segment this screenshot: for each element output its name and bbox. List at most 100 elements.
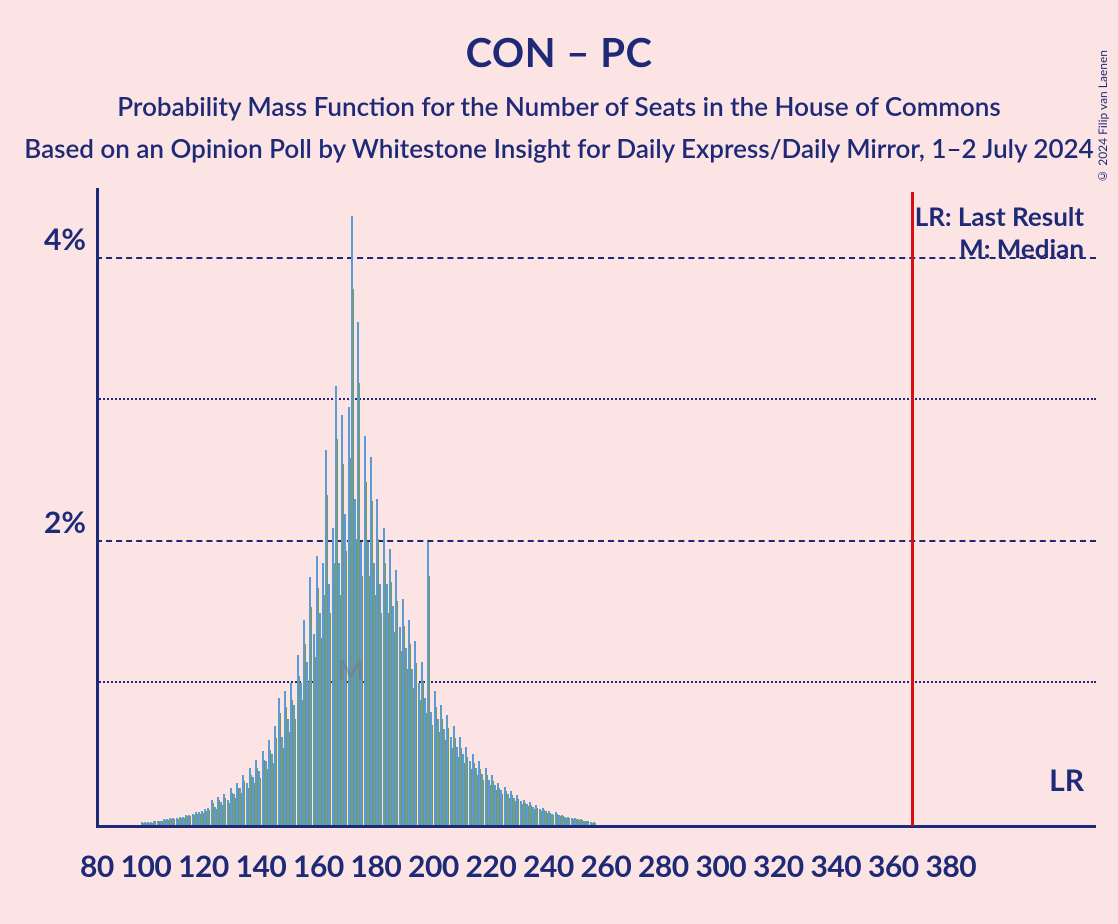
histogram-bar [242, 775, 244, 825]
histogram-bar [399, 627, 401, 825]
histogram-bar [373, 563, 375, 825]
last-result-line [911, 192, 914, 826]
legend-m: M: Median [959, 232, 1084, 264]
histogram-bar [535, 805, 537, 825]
histogram-bar [230, 788, 232, 825]
histogram-bar [290, 683, 292, 825]
histogram-bar [500, 790, 502, 825]
histogram-bar [469, 761, 471, 825]
histogram-bar [198, 812, 200, 825]
histogram-bar [513, 798, 515, 825]
histogram-bar [504, 787, 506, 825]
histogram-bar [437, 719, 439, 825]
histogram-bar [383, 528, 385, 825]
histogram-bar [590, 822, 592, 825]
histogram-bar [214, 807, 216, 825]
histogram-bar [542, 808, 544, 825]
histogram-bar [185, 815, 187, 825]
histogram-bar [395, 570, 397, 825]
histogram-bar [459, 737, 461, 825]
x-axis-labels: 80 100 120 140 160 180 200 220 240 260 2… [80, 848, 976, 884]
histogram-bar [510, 791, 512, 825]
histogram-bar [418, 683, 420, 825]
histogram-bar [150, 822, 152, 825]
histogram-bar [249, 768, 251, 825]
histogram-bar [529, 802, 531, 825]
histogram-bar [239, 788, 241, 825]
histogram-bar [179, 817, 181, 825]
histogram-bar [281, 737, 283, 825]
histogram-bar [491, 775, 493, 825]
chart-subtitle: Probability Mass Function for the Number… [0, 90, 1118, 122]
histogram-bar [475, 768, 477, 825]
histogram-bar [293, 705, 295, 825]
legend-lr: LR: Last Result [915, 200, 1084, 232]
histogram-bar [297, 655, 299, 825]
histogram-bar [494, 785, 496, 825]
histogram-bar [322, 563, 324, 825]
histogram-bar [328, 584, 330, 825]
histogram-bar [284, 691, 286, 825]
histogram-bar [201, 811, 203, 825]
y-axis [96, 188, 99, 828]
histogram-bar [580, 819, 582, 825]
histogram-bar [386, 584, 388, 825]
histogram-bar [303, 620, 305, 825]
histogram-bar [274, 726, 276, 825]
histogram-bar [233, 794, 235, 825]
histogram-bar [571, 818, 573, 825]
chart-title: CON – PC [0, 0, 1118, 76]
histogram-bar [182, 817, 184, 825]
histogram-bar [453, 726, 455, 825]
histogram-bar [520, 801, 522, 825]
histogram-bar [332, 528, 334, 825]
copyright-text: © 2024 Filip van Laenen [1095, 50, 1110, 184]
histogram-bar [367, 542, 369, 825]
histogram-bar [176, 818, 178, 825]
histogram-bar [316, 556, 318, 825]
chart-subtitle2: Based on an Opinion Poll by Whitestone I… [0, 132, 1118, 164]
histogram-bar [376, 499, 378, 825]
y-axis-label: 2% [44, 504, 86, 540]
x-axis [96, 825, 1096, 828]
histogram-bar [262, 751, 264, 825]
histogram-bar [325, 450, 327, 825]
histogram-bar [472, 754, 474, 825]
histogram-bar [147, 822, 149, 825]
histogram-bar [338, 563, 340, 825]
histogram-bar [551, 814, 553, 825]
histogram-bar [348, 407, 350, 825]
grid-major-line [96, 257, 1096, 259]
histogram-bar [309, 577, 311, 825]
histogram-bar [462, 754, 464, 825]
histogram-bar [593, 822, 595, 825]
histogram-bar [523, 800, 525, 825]
histogram-bar [440, 705, 442, 825]
histogram-bar [583, 821, 585, 825]
histogram-bar [456, 747, 458, 825]
histogram-bar [408, 620, 410, 825]
histogram-bar [545, 811, 547, 825]
histogram-bar [166, 819, 168, 825]
histogram-bar [402, 599, 404, 825]
histogram-bar [564, 817, 566, 825]
histogram-bar [160, 821, 162, 825]
grid-minor-line [96, 681, 1096, 683]
histogram-bar [526, 804, 528, 825]
histogram-bar [341, 415, 343, 826]
histogram-bar [392, 606, 394, 825]
histogram-bar [516, 795, 518, 825]
histogram-bar [485, 768, 487, 825]
histogram-bar [144, 822, 146, 825]
histogram-bar [169, 818, 171, 825]
histogram-bar [258, 771, 260, 825]
histogram-bar [246, 783, 248, 825]
histogram-bar [478, 761, 480, 825]
histogram-bar [300, 683, 302, 825]
histogram-bar [574, 818, 576, 825]
histogram-bar [370, 457, 372, 825]
chart-plot-area: LR: Last Result M: Median M LR 2%4% [96, 188, 1096, 828]
histogram-bar [335, 386, 337, 825]
histogram-bar [555, 812, 557, 825]
histogram-bar [188, 815, 190, 825]
